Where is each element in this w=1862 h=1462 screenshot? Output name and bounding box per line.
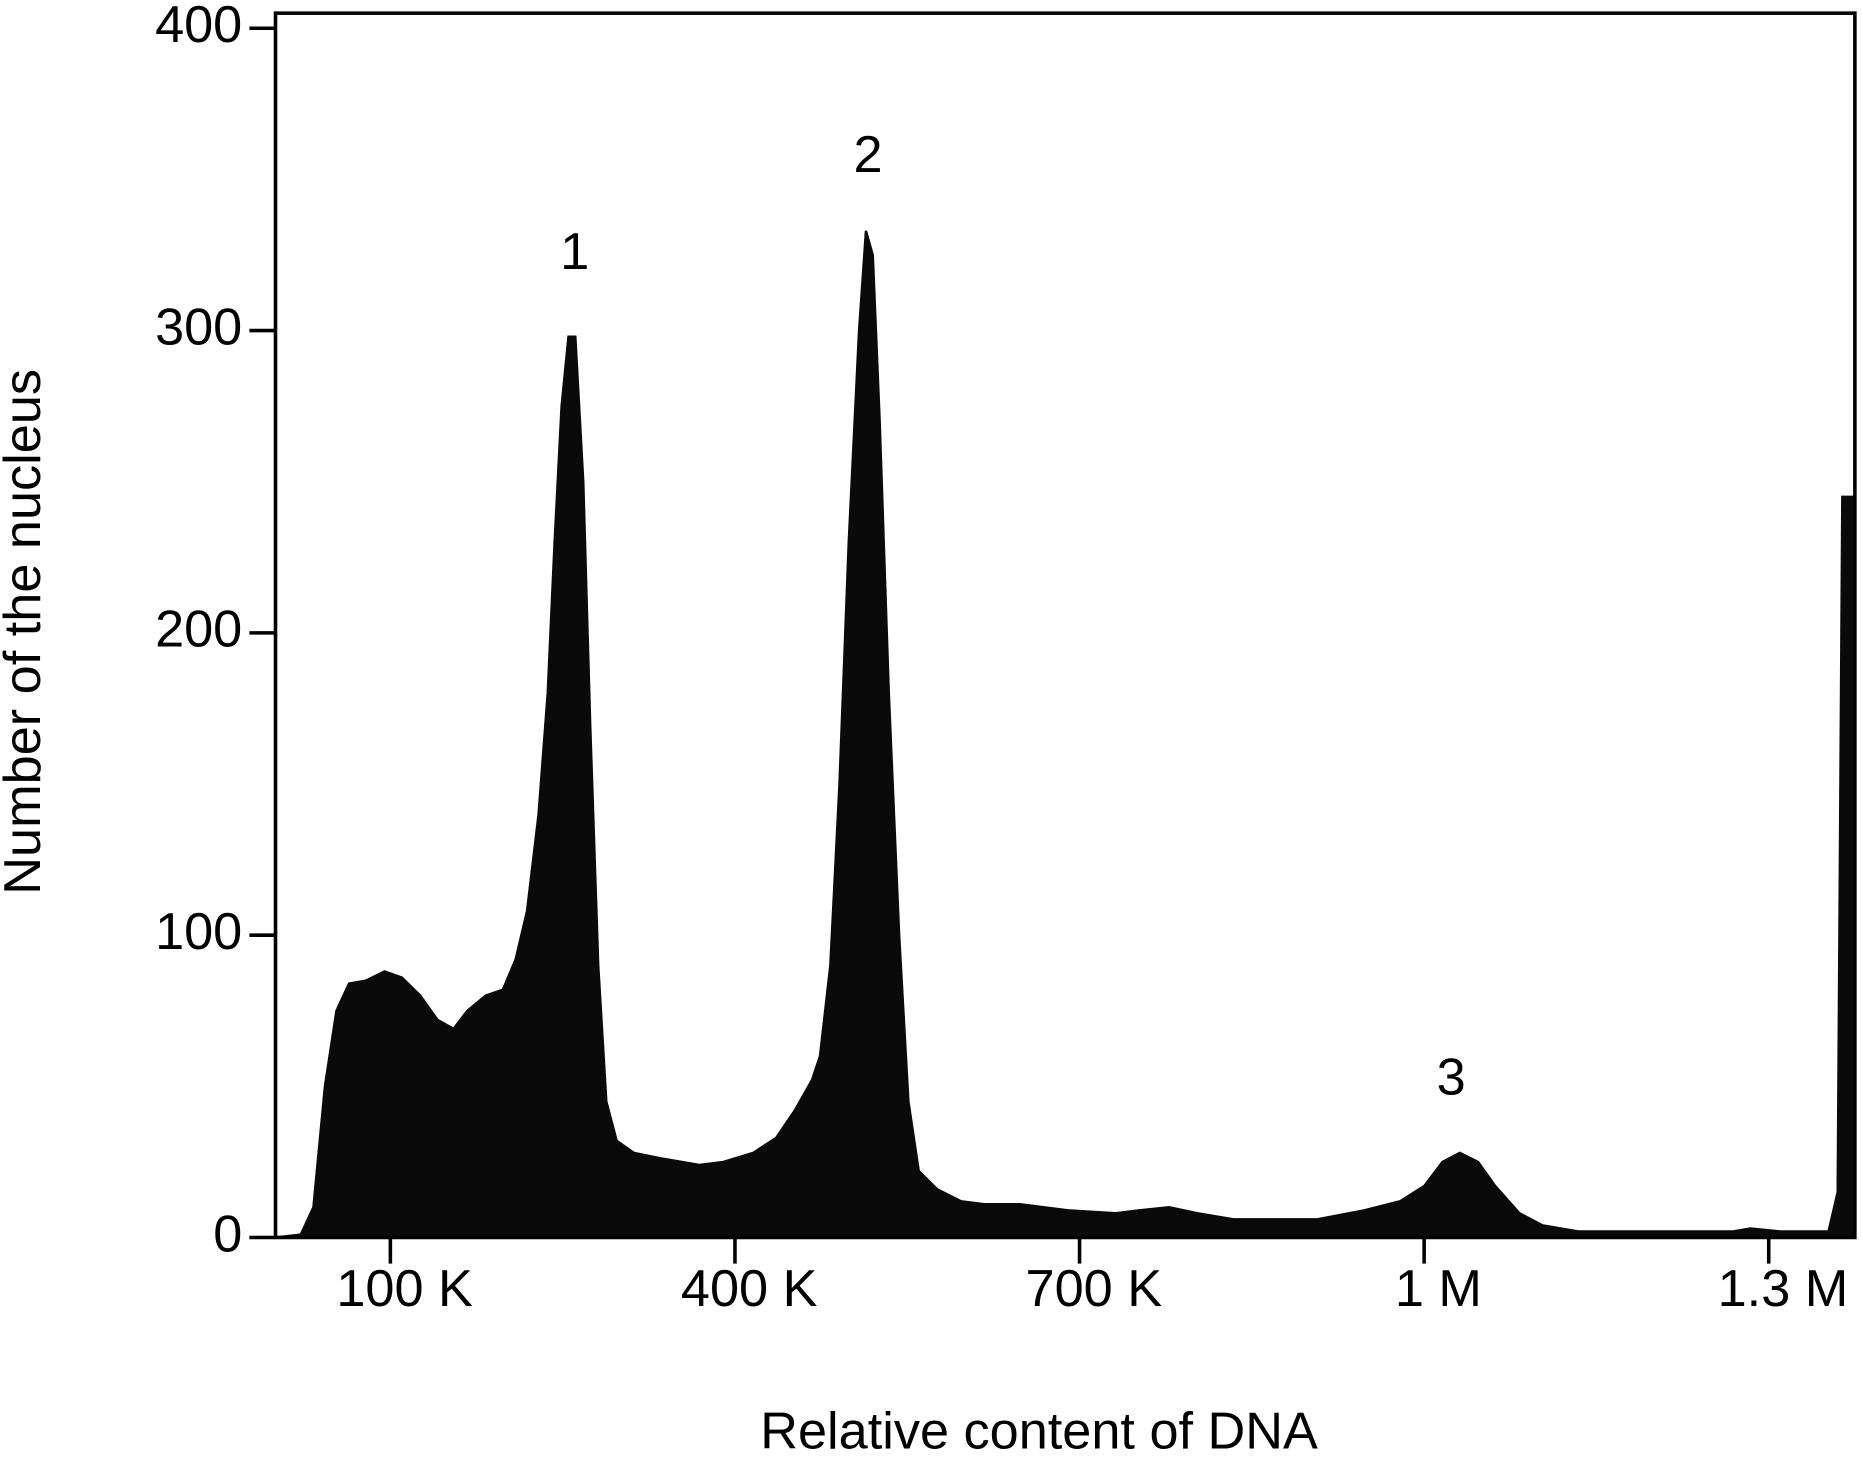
x-tick-label: 1.3 M <box>1718 1260 1849 1318</box>
x-axis-title: Relative content of DNA <box>760 1402 1318 1460</box>
x-tick-label: 1 M <box>1395 1260 1482 1318</box>
y-tick-label: 300 <box>155 298 242 356</box>
peak-label: 1 <box>560 223 589 281</box>
x-tick-label: 700 K <box>1026 1260 1163 1318</box>
y-tick-label: 400 <box>155 0 242 54</box>
y-tick-label: 0 <box>213 1205 242 1263</box>
y-axis-title: Number of the nucleus <box>0 369 52 895</box>
peak-label: 2 <box>854 126 883 184</box>
y-tick-label: 200 <box>155 601 242 659</box>
plot-frame <box>273 11 1857 1240</box>
x-tick-label: 400 K <box>681 1260 818 1318</box>
peak-label: 3 <box>1437 1049 1466 1107</box>
x-tick-label: 100 K <box>336 1260 473 1318</box>
area <box>275 230 1855 1239</box>
y-tick-label: 100 <box>155 903 242 961</box>
